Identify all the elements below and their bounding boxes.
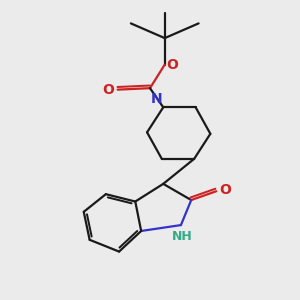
Text: N: N	[151, 92, 163, 106]
Text: O: O	[102, 82, 114, 97]
Text: NH: NH	[172, 230, 193, 243]
Text: O: O	[219, 183, 231, 197]
Text: O: O	[166, 58, 178, 72]
